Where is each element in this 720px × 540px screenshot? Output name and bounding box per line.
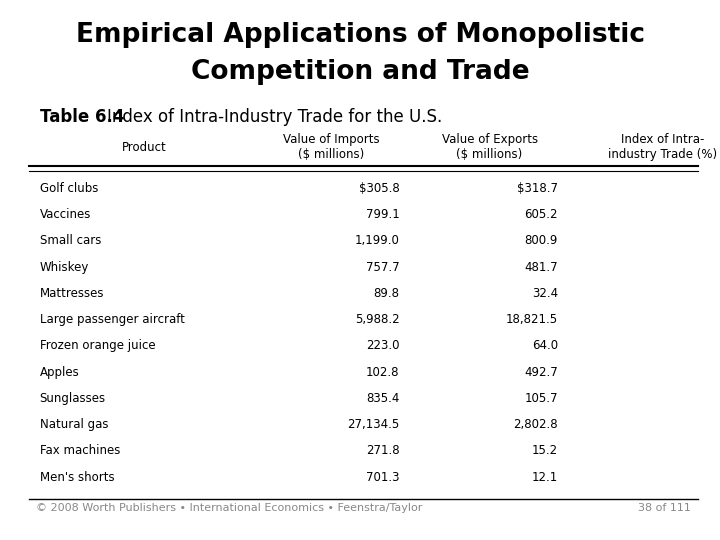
Text: 800.9: 800.9 (525, 234, 558, 247)
Text: 799.1: 799.1 (366, 208, 400, 221)
Text: Empirical Applications of Monopolistic: Empirical Applications of Monopolistic (76, 22, 644, 48)
Text: 102.8: 102.8 (366, 366, 400, 379)
Text: 12.1: 12.1 (532, 471, 558, 484)
Text: $305.8: $305.8 (359, 182, 400, 195)
Text: 2,802.8: 2,802.8 (513, 418, 558, 431)
Text: Product: Product (122, 141, 166, 154)
Text: Fax machines: Fax machines (40, 444, 120, 457)
Text: 492.7: 492.7 (524, 366, 558, 379)
Text: Golf clubs: Golf clubs (40, 182, 98, 195)
Text: Apples: Apples (40, 366, 79, 379)
Text: 64.0: 64.0 (532, 340, 558, 353)
Text: 835.4: 835.4 (366, 392, 400, 405)
Text: 98%: 98% (719, 182, 720, 195)
Text: 481.7: 481.7 (524, 261, 558, 274)
Text: 701.3: 701.3 (366, 471, 400, 484)
Text: © 2008 Worth Publishers • International Economics • Feenstra/Taylor: © 2008 Worth Publishers • International … (36, 503, 423, 514)
Text: Men's shorts: Men's shorts (40, 471, 114, 484)
Text: 1,199.0: 1,199.0 (355, 234, 400, 247)
Text: Competition and Trade: Competition and Trade (191, 59, 529, 85)
Text: Vaccines: Vaccines (40, 208, 91, 221)
Text: 271.8: 271.8 (366, 444, 400, 457)
Text: 27,134.5: 27,134.5 (347, 418, 400, 431)
Text: 605.2: 605.2 (524, 208, 558, 221)
Text: Large passenger aircraft: Large passenger aircraft (40, 313, 184, 326)
Text: 105.7: 105.7 (524, 392, 558, 405)
Text: Sunglasses: Sunglasses (40, 392, 106, 405)
Text: Index of Intra-
industry Trade (%): Index of Intra- industry Trade (%) (608, 133, 717, 161)
Text: 15.2: 15.2 (532, 444, 558, 457)
Text: 89.8: 89.8 (374, 287, 400, 300)
Text: $318.7: $318.7 (517, 182, 558, 195)
Text: Mattresses: Mattresses (40, 287, 104, 300)
Text: Frozen orange juice: Frozen orange juice (40, 340, 156, 353)
Text: Whiskey: Whiskey (40, 261, 89, 274)
Text: 5,988.2: 5,988.2 (355, 313, 400, 326)
Text: Natural gas: Natural gas (40, 418, 108, 431)
Text: 223.0: 223.0 (366, 340, 400, 353)
Text: Value of Imports
($ millions): Value of Imports ($ millions) (283, 133, 379, 161)
Text: 757.7: 757.7 (366, 261, 400, 274)
Text: Table 6.4: Table 6.4 (40, 108, 124, 126)
Text: 18,821.5: 18,821.5 (506, 313, 558, 326)
Text: 38 of 111: 38 of 111 (639, 503, 691, 514)
Text: Small cars: Small cars (40, 234, 101, 247)
Text: Index of Intra-Industry Trade for the U.S.: Index of Intra-Industry Trade for the U.… (107, 108, 442, 126)
Text: 32.4: 32.4 (532, 287, 558, 300)
Text: Value of Exports
($ millions): Value of Exports ($ millions) (441, 133, 538, 161)
